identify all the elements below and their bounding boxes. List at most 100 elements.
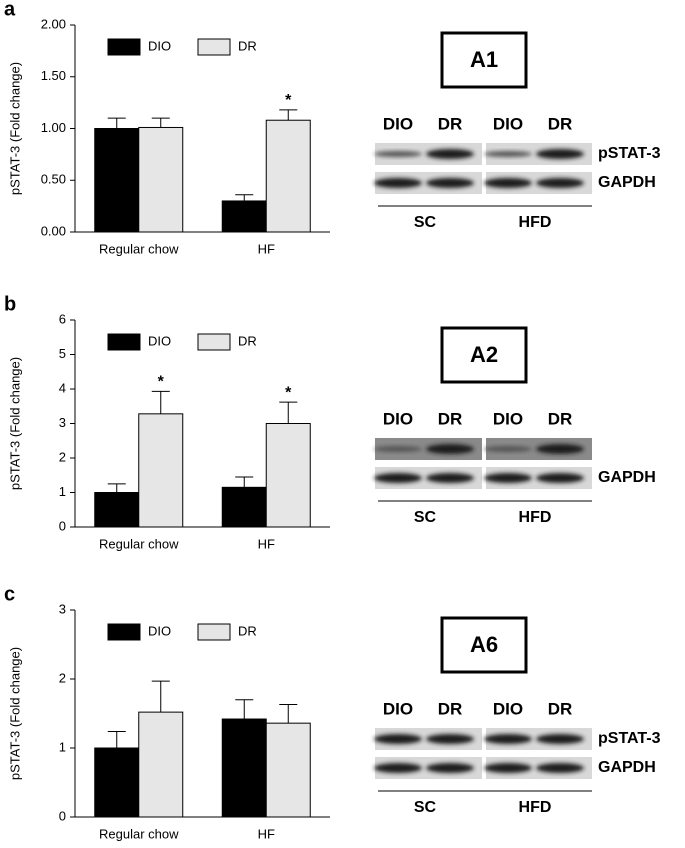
blot-title: A6 <box>470 632 498 657</box>
y-tick-label: 1.50 <box>41 68 66 83</box>
y-tick-label: 0.50 <box>41 172 66 187</box>
blot-title-box <box>440 31 528 89</box>
legend-swatch <box>197 623 231 641</box>
y-tick-label: 1 <box>59 739 66 754</box>
x-tick-label: Regular chow <box>99 826 179 841</box>
blot-row-label: pSTAT-3 <box>598 730 661 747</box>
y-tick-label: 0 <box>59 518 66 533</box>
blot-row-label: GAPDH <box>598 469 656 486</box>
blot-band <box>426 444 474 454</box>
group-label: HFD <box>519 799 552 816</box>
significance-mark: * <box>158 374 165 391</box>
blot-band <box>484 734 532 744</box>
lane-label: DIO <box>493 409 523 428</box>
blot-band <box>484 178 532 188</box>
x-tick-label: HF <box>258 826 275 841</box>
x-tick-label: Regular chow <box>99 536 179 551</box>
blot-band <box>536 473 584 483</box>
y-tick-label: 6 <box>59 311 66 326</box>
blot-band <box>426 178 474 188</box>
blot-row-label: GAPDH <box>598 759 656 776</box>
y-axis-label: pSTAT-3 (Fold change) <box>7 647 22 780</box>
significance-mark: * <box>285 384 292 401</box>
blot-band <box>374 734 422 744</box>
blot-title-box <box>440 326 528 384</box>
legend-swatch <box>107 333 141 351</box>
lane-label: DR <box>438 114 463 133</box>
y-tick-label: 3 <box>59 601 66 616</box>
blot-row-label: GAPDH <box>598 174 656 191</box>
y-tick-label: 0.00 <box>41 223 66 238</box>
blot-band <box>536 149 584 159</box>
blot-band <box>484 151 532 157</box>
y-tick-label: 4 <box>59 380 66 395</box>
lane-label: DIO <box>493 699 523 718</box>
y-tick-label: 2 <box>59 670 66 685</box>
blot-band <box>426 734 474 744</box>
bar <box>221 486 267 528</box>
significance-mark: * <box>285 92 292 109</box>
blot-title: A1 <box>470 47 498 72</box>
group-label: SC <box>414 509 437 526</box>
bar <box>138 413 184 528</box>
x-tick-label: HF <box>258 536 275 551</box>
lane-label: DR <box>548 114 573 133</box>
blot-band <box>484 446 532 452</box>
panel-letter: b <box>4 293 16 315</box>
y-axis-label: pSTAT-3 (Fold change) <box>7 357 22 490</box>
blot-band <box>374 178 422 188</box>
y-tick-label: 1 <box>59 484 66 499</box>
lane-label: DIO <box>383 114 413 133</box>
blot-band <box>374 763 422 773</box>
group-label: HFD <box>519 509 552 526</box>
blot-band <box>374 151 422 157</box>
legend-swatch <box>197 38 231 56</box>
bar <box>265 119 311 233</box>
bar <box>94 747 140 818</box>
group-label: HFD <box>519 214 552 231</box>
blot-title: A2 <box>470 342 498 367</box>
blot-band <box>426 149 474 159</box>
blot-band <box>536 734 584 744</box>
panel-letter: a <box>4 0 16 20</box>
legend-label: DR <box>238 38 257 53</box>
legend-swatch <box>107 38 141 56</box>
blot-band <box>484 763 532 773</box>
y-tick-label: 1.00 <box>41 120 66 135</box>
lane-label: DIO <box>383 409 413 428</box>
y-tick-label: 0 <box>59 808 66 823</box>
lane-label: DIO <box>383 699 413 718</box>
y-axis-label: pSTAT-3 (Fold change) <box>7 62 22 195</box>
bar <box>221 200 267 233</box>
blot-band <box>536 444 584 454</box>
legend-label: DIO <box>148 623 171 638</box>
legend-label: DIO <box>148 38 171 53</box>
legend-label: DR <box>238 623 257 638</box>
group-label: SC <box>414 799 437 816</box>
legend-swatch <box>197 333 231 351</box>
blot-band <box>536 178 584 188</box>
y-tick-label: 2 <box>59 449 66 464</box>
bar <box>94 128 140 233</box>
lane-label: DR <box>548 699 573 718</box>
y-tick-label: 2.00 <box>41 16 66 31</box>
blot-band <box>536 763 584 773</box>
blot-band <box>484 473 532 483</box>
y-tick-label: 5 <box>59 346 66 361</box>
blot-row-label: pSTAT-3 <box>598 145 661 162</box>
group-label: SC <box>414 214 437 231</box>
blot-title-box <box>440 616 528 674</box>
legend-label: DR <box>238 333 257 348</box>
bar <box>221 718 267 818</box>
panel-letter: c <box>4 583 15 605</box>
legend-swatch <box>107 623 141 641</box>
lane-label: DR <box>548 409 573 428</box>
lane-label: DR <box>438 409 463 428</box>
x-tick-label: HF <box>258 241 275 256</box>
bar <box>138 126 184 233</box>
bar <box>138 711 184 818</box>
lane-label: DR <box>438 699 463 718</box>
bar <box>265 722 311 818</box>
x-tick-label: Regular chow <box>99 241 179 256</box>
